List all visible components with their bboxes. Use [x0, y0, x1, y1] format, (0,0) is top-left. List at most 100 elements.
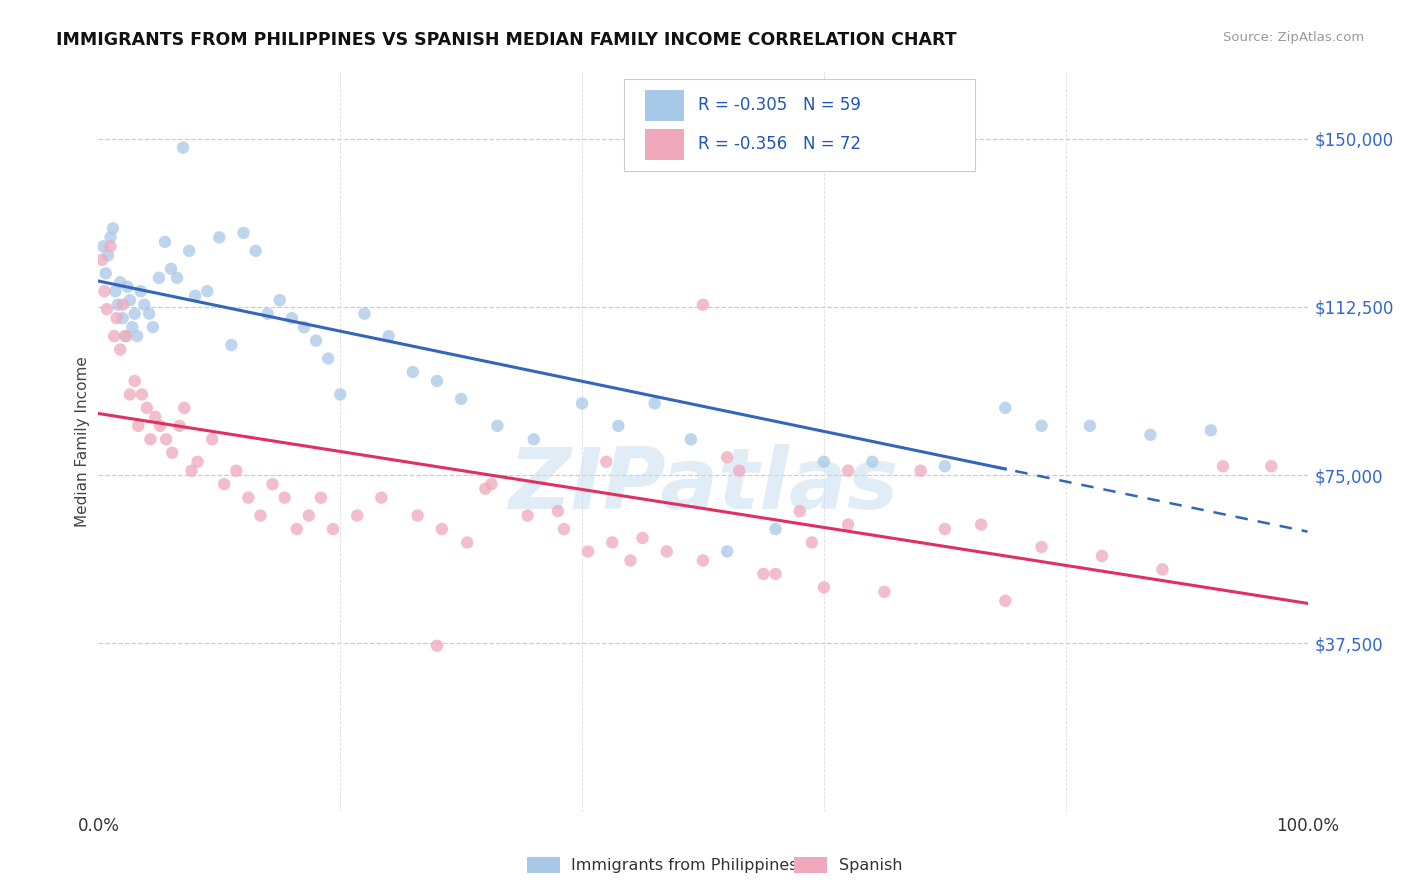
Point [813, 455, 835, 469]
Point [571, 396, 593, 410]
Point [179, 244, 201, 258]
Point [114, 329, 136, 343]
Point [103, 329, 125, 343]
Point [111, 311, 134, 326]
Point [134, 298, 156, 312]
Point [101, 221, 124, 235]
Point [94, 266, 117, 280]
Point [91, 252, 114, 267]
Point [813, 580, 835, 594]
Point [105, 311, 128, 326]
Point [346, 508, 368, 523]
Point [129, 284, 152, 298]
Point [353, 307, 375, 321]
Point [716, 544, 738, 558]
Point [172, 141, 194, 155]
Point [180, 464, 202, 478]
Point [1199, 423, 1222, 437]
Point [1139, 427, 1161, 442]
Point [142, 320, 165, 334]
Point [115, 329, 138, 343]
Point [97, 248, 120, 262]
Point [127, 329, 149, 343]
Point [644, 396, 666, 410]
Text: ZIPatlas: ZIPatlas [508, 444, 898, 527]
Point [91, 239, 114, 253]
Point [124, 374, 146, 388]
Text: Spanish: Spanish [838, 858, 903, 872]
Point [322, 522, 344, 536]
Point [426, 374, 449, 388]
Point [121, 320, 143, 334]
Point [245, 244, 267, 258]
Point [450, 392, 472, 406]
Point [118, 387, 141, 401]
Point [679, 432, 702, 446]
Point [456, 535, 478, 549]
Point [655, 544, 678, 558]
Point [800, 535, 823, 549]
Point [131, 387, 153, 401]
Point [184, 289, 207, 303]
Point [728, 464, 751, 478]
Point [143, 409, 166, 424]
Point [221, 338, 243, 352]
Point [1152, 562, 1174, 576]
Point [692, 553, 714, 567]
Point [93, 284, 115, 298]
Point [149, 418, 172, 433]
Point [377, 329, 399, 343]
Point [281, 311, 304, 326]
Point [837, 464, 859, 478]
Point [269, 293, 291, 308]
Point [789, 504, 811, 518]
Point [516, 508, 538, 523]
Point [873, 585, 896, 599]
Point [631, 531, 654, 545]
Point [208, 230, 231, 244]
Point [1031, 418, 1053, 433]
Point [160, 446, 183, 460]
Point [138, 307, 160, 321]
Point [292, 320, 315, 334]
Point [96, 302, 118, 317]
Point [127, 418, 149, 433]
Text: Source: ZipAtlas.com: Source: ZipAtlas.com [1223, 31, 1364, 45]
Point [298, 508, 321, 523]
Bar [645, 90, 683, 121]
Point [595, 455, 617, 469]
Point [316, 351, 339, 366]
Point [155, 432, 177, 446]
Point [934, 459, 956, 474]
Point [118, 293, 141, 308]
Point [430, 522, 453, 536]
Point [1260, 459, 1282, 474]
Point [523, 432, 546, 446]
Point [273, 491, 295, 505]
Point [249, 508, 271, 523]
Point [305, 334, 328, 348]
Point [108, 275, 131, 289]
Point [716, 450, 738, 465]
Point [212, 477, 235, 491]
Point [100, 230, 122, 244]
Point [994, 594, 1017, 608]
Text: IMMIGRANTS FROM PHILIPPINES VS SPANISH MEDIAN FAMILY INCOME CORRELATION CHART: IMMIGRANTS FROM PHILIPPINES VS SPANISH M… [56, 31, 957, 49]
Point [765, 566, 787, 581]
Point [994, 401, 1017, 415]
Point [426, 639, 449, 653]
Point [153, 235, 176, 249]
Y-axis label: Median Family Income: Median Family Income [75, 356, 90, 527]
Point [104, 284, 127, 298]
Point [486, 418, 509, 433]
Point [238, 491, 260, 505]
Point [692, 298, 714, 312]
Point [111, 298, 134, 312]
Bar [645, 129, 683, 161]
Point [1031, 540, 1053, 554]
Point [553, 522, 575, 536]
Point [285, 522, 308, 536]
Point [1212, 459, 1234, 474]
Point [166, 270, 188, 285]
FancyBboxPatch shape [624, 78, 976, 171]
